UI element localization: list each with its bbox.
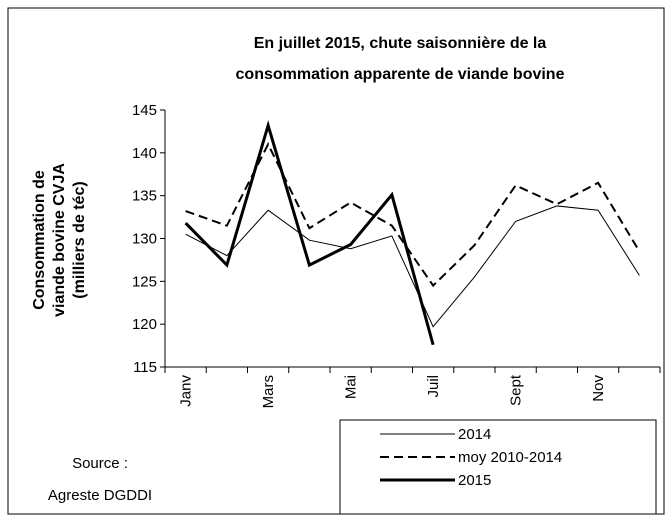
y-tick-label: 135 bbox=[132, 188, 157, 205]
y-axis-label-line: (milliers de téc) bbox=[71, 181, 88, 298]
legend-label: moy 2010-2014 bbox=[458, 449, 562, 466]
source: Source : bbox=[72, 455, 128, 472]
legend-box bbox=[339, 419, 657, 515]
y-axis-label-line: Consommation de bbox=[31, 170, 48, 310]
series-line bbox=[184, 120, 435, 346]
y-tick-label: 130 bbox=[132, 231, 157, 248]
frame bbox=[7, 7, 665, 515]
y-tick-label: 115 bbox=[133, 359, 157, 376]
y-tick-label: 125 bbox=[132, 273, 157, 290]
y-tick-label: 145 bbox=[132, 102, 157, 119]
x-tick-label: Nov bbox=[590, 375, 607, 402]
y-axis-label-line: viande bovine CVJA bbox=[51, 163, 68, 317]
y-tick-label: 120 bbox=[132, 316, 157, 333]
legend-label: 2014 bbox=[458, 426, 491, 443]
y-tick-label: 140 bbox=[132, 145, 157, 162]
chart-title: consommation apparente de viande bovine bbox=[236, 66, 565, 83]
y-axis-label: Consommation de viande bovine CVJA (mill… bbox=[31, 163, 88, 317]
legend-label: 2015 bbox=[458, 472, 491, 489]
series-line bbox=[185, 205, 640, 328]
x-tick-label: Janv bbox=[178, 375, 195, 407]
x-tick-label: Mai bbox=[343, 375, 360, 399]
x-tick-label: Sept bbox=[508, 374, 525, 406]
source: Agreste DGDDI bbox=[48, 487, 152, 504]
x-tick-label: Juil bbox=[425, 375, 442, 398]
series-line bbox=[185, 142, 641, 288]
chart-title: En juillet 2015, chute saisonnière de la bbox=[254, 35, 547, 52]
x-tick-label: Mars bbox=[260, 375, 277, 408]
